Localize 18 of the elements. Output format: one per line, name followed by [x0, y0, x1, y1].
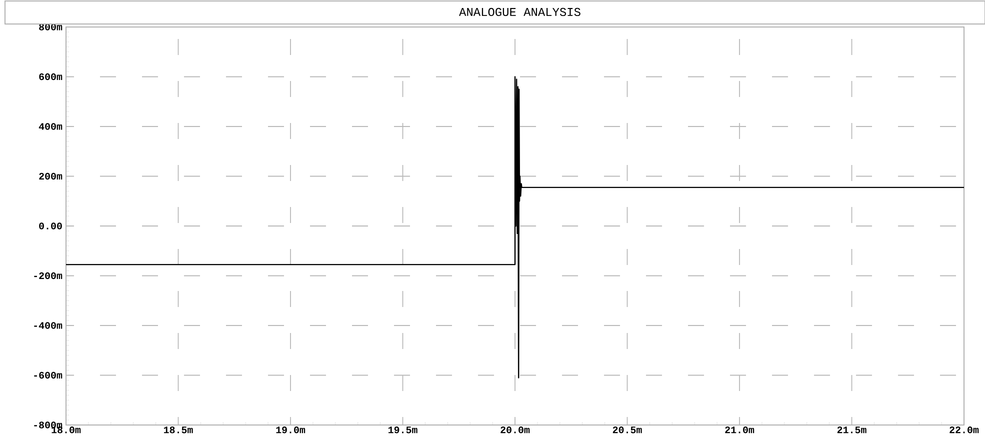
y-tick-label: -600m: [34, 372, 62, 379]
x-tick-label: 18.5m: [164, 426, 193, 434]
y-tick-label: 200m: [39, 172, 62, 180]
x-tick-label: 21.0m: [725, 426, 754, 434]
y-tick-label: -200m: [34, 272, 62, 280]
y-tick-label: 400m: [38, 123, 62, 130]
y-tick-label: 0.00: [39, 222, 62, 230]
x-tick-label: 19.0m: [276, 426, 306, 434]
chart-title: ANALOGUE ANALYSIS: [459, 8, 580, 16]
y-tick-label: 600m: [39, 73, 62, 80]
y-tick-label: -400m: [34, 322, 62, 329]
x-tick-label: 20.0m: [500, 426, 530, 434]
x-tick-label: 22.0m: [950, 426, 979, 434]
x-tick-label: 20.5m: [612, 426, 642, 434]
line-series: [66, 76, 964, 378]
y-tick-label: -800m: [34, 422, 62, 428]
x-tick-label: 19.5m: [388, 426, 418, 434]
x-tick-label: 21.5m: [837, 426, 866, 434]
